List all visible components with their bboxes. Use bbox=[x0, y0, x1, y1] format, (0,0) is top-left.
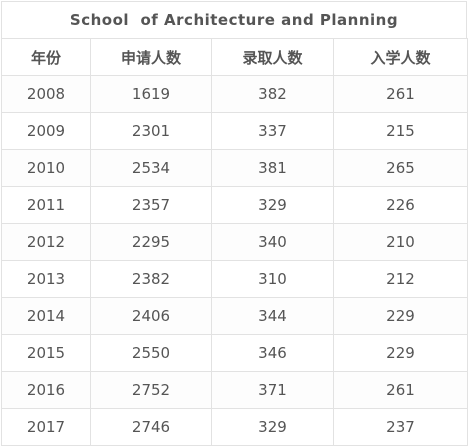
cell-applicants: 1619 bbox=[90, 75, 212, 113]
data-table: 年份 申请人数 录取人数 入学人数 2008 1619 382 261 2009 2301… bbox=[1, 38, 468, 446]
header-row: 年份 申请人数 录取人数 入学人数 bbox=[1, 38, 468, 76]
cell-enrolled: 226 bbox=[333, 186, 468, 224]
cell-enrolled: 215 bbox=[333, 112, 468, 150]
cell-admitted: 382 bbox=[211, 75, 334, 113]
cell-year: 2012 bbox=[1, 223, 91, 261]
table-body: 2008 1619 382 261 2009 2301 337 215 2010 2534 381 2… bbox=[1, 75, 468, 446]
cell-applicants: 2752 bbox=[90, 371, 212, 409]
cell-enrolled: 229 bbox=[333, 297, 468, 335]
cell-year: 2011 bbox=[1, 186, 91, 224]
table-row: 2014 2406 344 229 bbox=[1, 297, 468, 335]
cell-enrolled: 265 bbox=[333, 149, 468, 187]
cell-admitted: 337 bbox=[211, 112, 334, 150]
cell-enrolled: 261 bbox=[333, 371, 468, 409]
cell-enrolled: 237 bbox=[333, 408, 468, 446]
cell-year: 2010 bbox=[1, 149, 91, 187]
table-row: 2015 2550 346 229 bbox=[1, 334, 468, 372]
cell-year: 2013 bbox=[1, 260, 91, 298]
table-row: 2013 2382 310 212 bbox=[1, 260, 468, 298]
cell-admitted: 310 bbox=[211, 260, 334, 298]
cell-applicants: 2534 bbox=[90, 149, 212, 187]
cell-applicants: 2382 bbox=[90, 260, 212, 298]
cell-applicants: 2406 bbox=[90, 297, 212, 335]
cell-applicants: 2295 bbox=[90, 223, 212, 261]
cell-admitted: 329 bbox=[211, 408, 334, 446]
cell-enrolled: 210 bbox=[333, 223, 468, 261]
cell-applicants: 2550 bbox=[90, 334, 212, 372]
header-year: 年份 bbox=[1, 38, 91, 76]
cell-year: 2014 bbox=[1, 297, 91, 335]
cell-year: 2017 bbox=[1, 408, 91, 446]
cell-admitted: 329 bbox=[211, 186, 334, 224]
cell-year: 2008 bbox=[1, 75, 91, 113]
cell-applicants: 2357 bbox=[90, 186, 212, 224]
cell-admitted: 344 bbox=[211, 297, 334, 335]
header-admitted: 录取人数 bbox=[211, 38, 334, 76]
cell-enrolled: 229 bbox=[333, 334, 468, 372]
table-row: 2008 1619 382 261 bbox=[1, 75, 468, 113]
table-row: 2011 2357 329 226 bbox=[1, 186, 468, 224]
cell-admitted: 381 bbox=[211, 149, 334, 187]
cell-year: 2015 bbox=[1, 334, 91, 372]
table-row: 2009 2301 337 215 bbox=[1, 112, 468, 150]
cell-admitted: 340 bbox=[211, 223, 334, 261]
header-applicants: 申请人数 bbox=[90, 38, 212, 76]
cell-enrolled: 261 bbox=[333, 75, 468, 113]
table-row: 2017 2746 329 237 bbox=[1, 408, 468, 446]
cell-admitted: 346 bbox=[211, 334, 334, 372]
cell-applicants: 2746 bbox=[90, 408, 212, 446]
cell-applicants: 2301 bbox=[90, 112, 212, 150]
table-row: 2016 2752 371 261 bbox=[1, 371, 468, 409]
table-row: 2012 2295 340 210 bbox=[1, 223, 468, 261]
cell-year: 2009 bbox=[1, 112, 91, 150]
cell-year: 2016 bbox=[1, 371, 91, 409]
table-row: 2010 2534 381 265 bbox=[1, 149, 468, 187]
header-enrolled: 入学人数 bbox=[333, 38, 468, 76]
table-title: School of Architecture and Planning bbox=[1, 1, 467, 38]
cell-admitted: 371 bbox=[211, 371, 334, 409]
cell-enrolled: 212 bbox=[333, 260, 468, 298]
